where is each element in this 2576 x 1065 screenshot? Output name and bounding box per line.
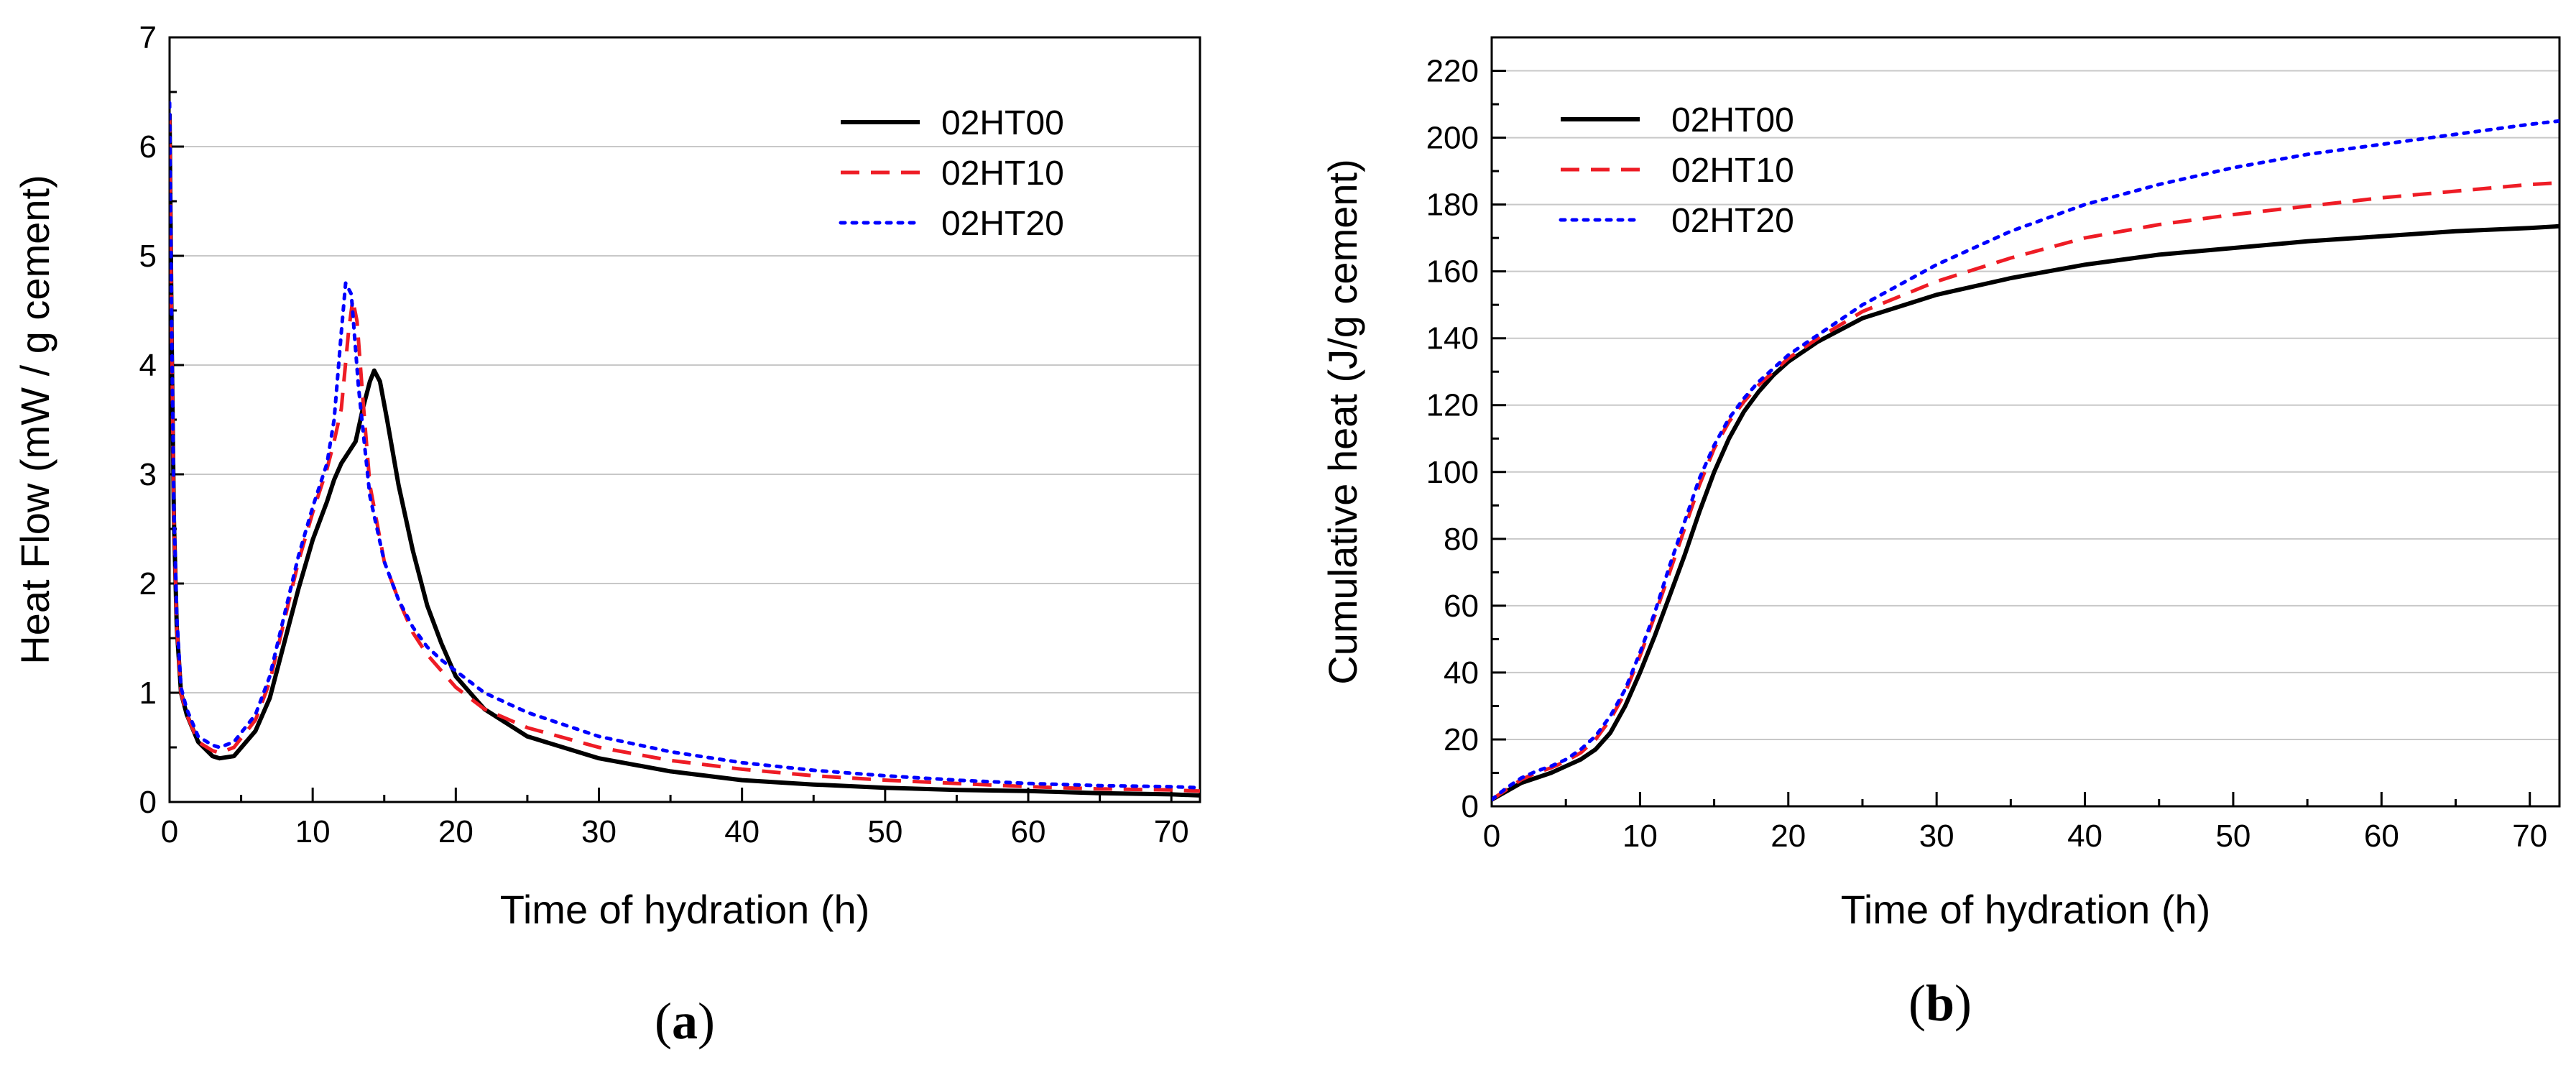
plot-frame-a: [168, 36, 1201, 803]
x-tick-label: 40: [2067, 819, 2102, 854]
x-tick-label: 10: [295, 814, 331, 849]
y-tick-label: 2: [139, 566, 157, 601]
y-tick-label: 120: [1426, 388, 1479, 423]
legend-label: 02HT20: [1671, 202, 1794, 240]
y-tick-label: 4: [139, 348, 157, 383]
y-tick-label: 0: [139, 785, 157, 820]
x-tick-label: 70: [2512, 819, 2547, 854]
y-tick-label: 140: [1426, 321, 1479, 356]
y-tick-label: 5: [139, 239, 157, 274]
y-tick-label: 20: [1444, 722, 1479, 757]
legend-label: 02HT20: [941, 205, 1064, 243]
x-tick-label: 30: [1919, 819, 1954, 854]
y-ticks-b: 0 20 40 60 80 100 120 140 160 180 200 220: [1426, 54, 1506, 824]
series-lines-b: [1492, 119, 2559, 802]
x-ticks-a: 0 10 20 30 40 50 60 70: [161, 788, 1189, 849]
y-tick-label: 3: [139, 457, 157, 492]
x-tick-label: 50: [867, 814, 902, 849]
y-tick-label: 0: [1462, 789, 1479, 824]
x-tick-label: 30: [581, 814, 617, 849]
gridlines-b: [1492, 70, 2559, 740]
series-line-02ht20: [1492, 119, 2559, 802]
x-tick-label: 70: [1154, 814, 1189, 849]
x-tick-label: 20: [438, 814, 474, 849]
series-line-02ht00: [170, 114, 1200, 798]
legend-label: 02HT00: [1671, 101, 1794, 139]
panel-label-b: (b): [1908, 974, 1972, 1032]
y-tick-label: 200: [1426, 121, 1479, 156]
series-line-02ht10: [1492, 180, 2559, 801]
chart-panel-b: 0 10 20 30 40 50 60 70 0 20 40 60 80 100 120 140 160 180…: [1320, 36, 2561, 1032]
plot-frame-b: [1490, 36, 2561, 808]
y-tick-label: 220: [1426, 54, 1479, 89]
y-axis-title-a: Heat Flow (mW / g cement): [12, 175, 57, 664]
series-line-02ht00: [1492, 223, 2559, 802]
panel-label-a: (a): [655, 992, 715, 1050]
legend-label: 02HT00: [941, 104, 1064, 142]
legend-b: 02HT00 02HT10 02HT20: [1559, 101, 1794, 240]
x-ticks-b: 0 10 20 30 40 50 60 70: [1483, 792, 2547, 854]
y-tick-label: 60: [1444, 589, 1479, 624]
legend-label: 02HT10: [1671, 152, 1794, 190]
x-tick-label: 0: [1483, 819, 1500, 854]
x-tick-label: 60: [2364, 819, 2399, 854]
x-axis-title-a: Time of hydration (h): [500, 887, 870, 932]
series-line-02ht10: [170, 114, 1200, 793]
legend-a: 02HT00 02HT10 02HT20: [839, 104, 1064, 243]
y-ticks-a: 0 1 2 3 4 5 6 7: [139, 20, 184, 820]
x-tick-label: 40: [724, 814, 760, 849]
x-tick-label: 60: [1011, 814, 1046, 849]
y-tick-label: 160: [1426, 254, 1479, 290]
y-tick-label: 40: [1444, 655, 1479, 691]
x-axis-title-b: Time of hydration (h): [1841, 887, 2211, 932]
panel-letter-b: b: [1926, 974, 1954, 1032]
y-tick-label: 180: [1426, 188, 1479, 223]
minor-ticks-b: [1492, 103, 2457, 806]
y-tick-label: 80: [1444, 522, 1479, 557]
y-tick-label: 1: [139, 676, 157, 711]
panel-letter-a: a: [672, 992, 698, 1050]
y-tick-label: 100: [1426, 455, 1479, 490]
y-tick-label: 6: [139, 129, 157, 165]
x-tick-label: 10: [1622, 819, 1658, 854]
y-axis-title-b: Cumulative heat (J/g cement): [1320, 159, 1365, 684]
series-line-02ht20: [170, 101, 1200, 790]
x-tick-label: 20: [1771, 819, 1806, 854]
legend-label: 02HT10: [941, 155, 1064, 193]
y-tick-label: 7: [139, 20, 157, 55]
x-tick-label: 50: [2215, 819, 2250, 854]
series-lines-a: [170, 101, 1200, 798]
x-tick-label: 0: [161, 814, 178, 849]
minor-ticks-a: [170, 91, 1102, 802]
